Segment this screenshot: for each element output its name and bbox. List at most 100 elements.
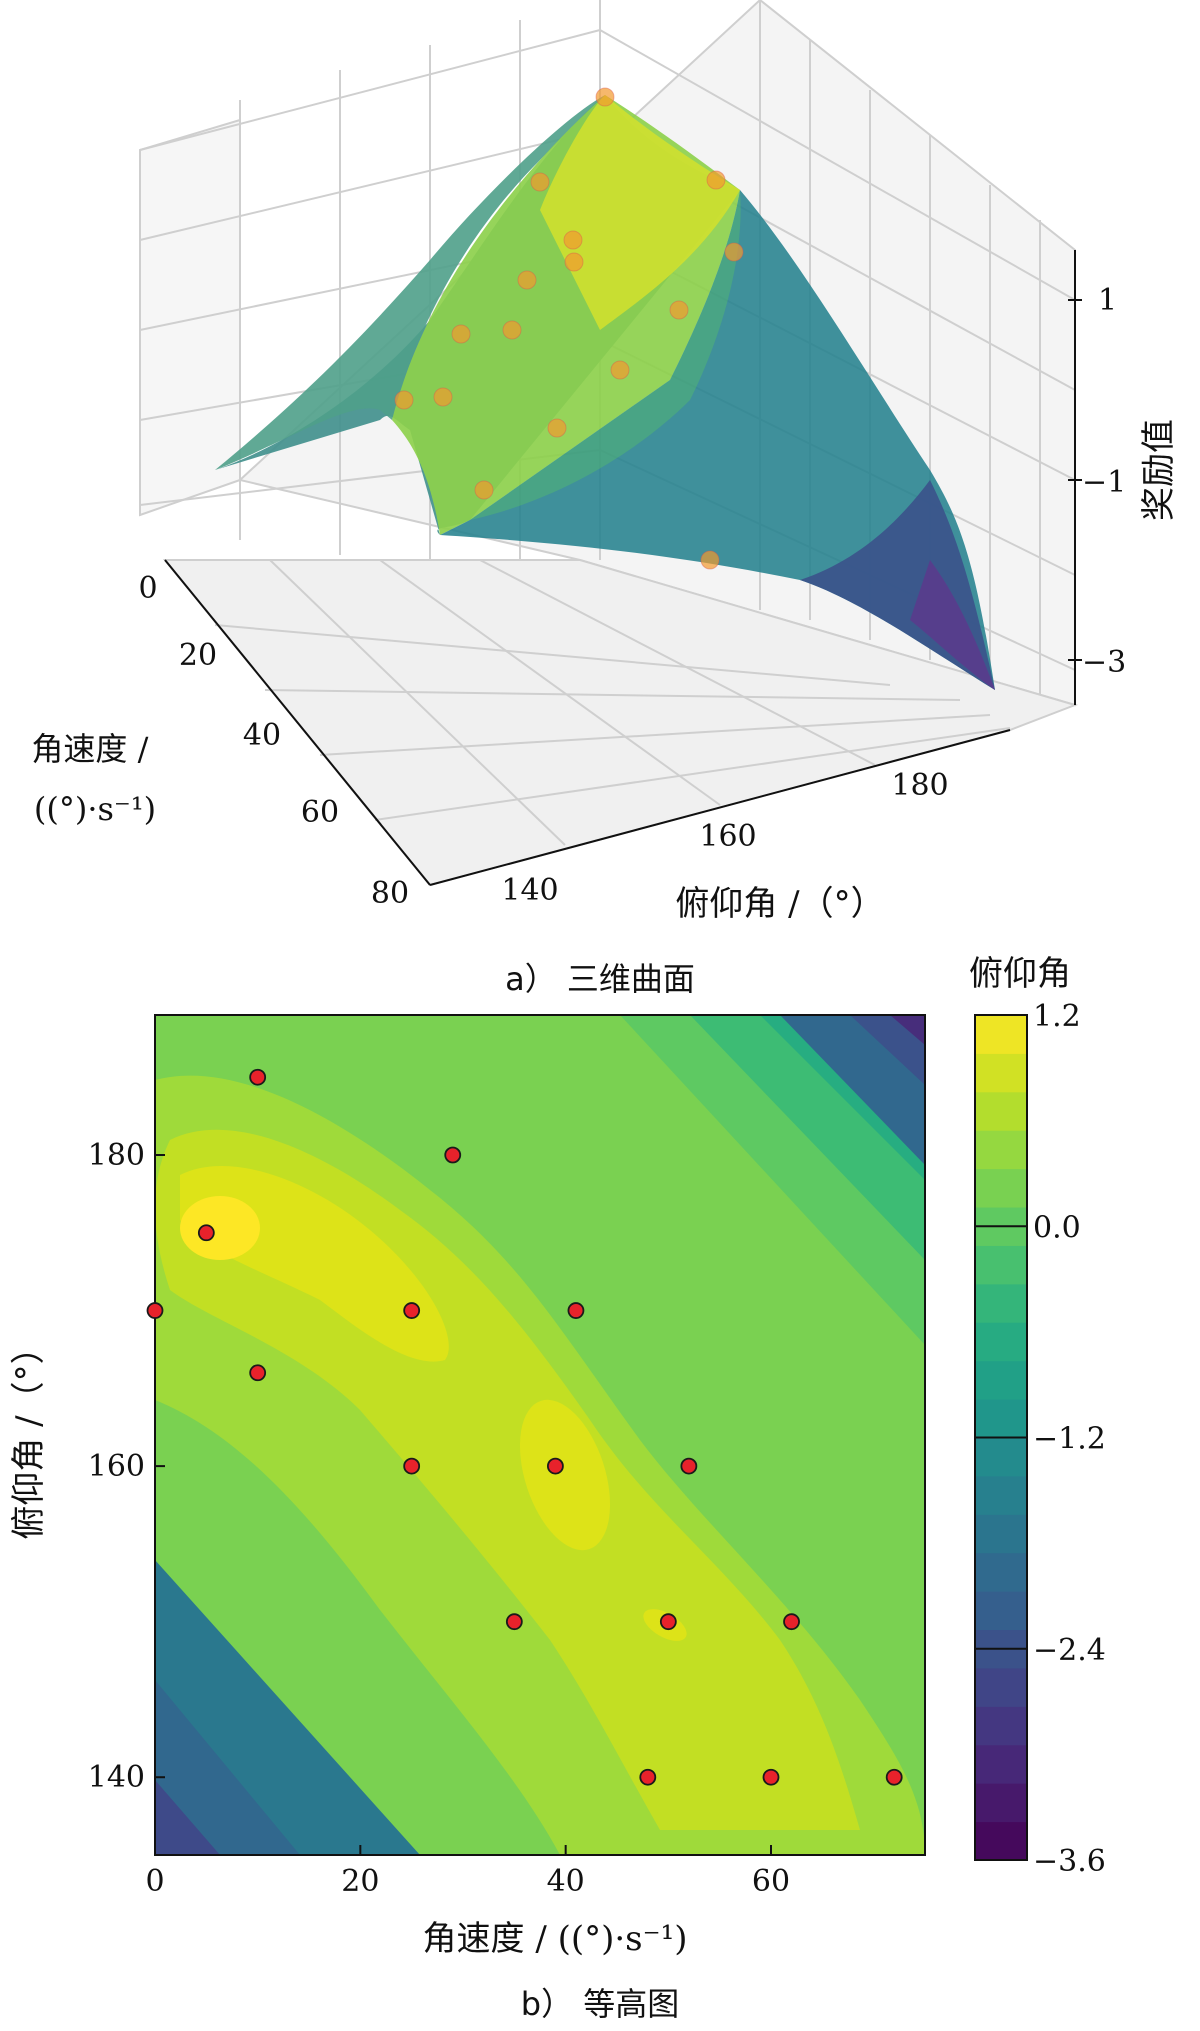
surface-corner <box>910 560 995 690</box>
colorbar-band <box>975 1514 1027 1554</box>
colorbar-ticks: 1.2 0.0 −1.2 −2.4 −3.6 <box>975 999 1106 1879</box>
grid-line <box>379 559 721 806</box>
surface-points <box>394 87 744 570</box>
y-tick-label: 160 <box>88 1449 145 1484</box>
contour-band <box>155 1680 300 1855</box>
y-tick-label: 0 <box>138 571 157 606</box>
surface-peak-face <box>540 95 740 330</box>
surface-point <box>517 270 537 290</box>
grid-line <box>269 559 566 846</box>
contour-band <box>890 1015 925 1045</box>
surface-point <box>474 480 494 500</box>
surface-point <box>669 300 689 320</box>
x-axis-label: 俯仰角 /（°） <box>675 884 884 924</box>
contour-point <box>680 1457 698 1475</box>
grid-line <box>139 129 601 241</box>
colorbar-band <box>975 1360 1027 1400</box>
colorbar: 俯仰角 1.2 0.0 −1.2 −2.4 −3.6 <box>969 954 1106 1879</box>
surface-point <box>451 324 471 344</box>
grid-line <box>264 689 961 701</box>
grid-line <box>139 29 601 151</box>
contour-point <box>762 1768 780 1786</box>
z-tick-label: −1 <box>1082 465 1126 500</box>
contour-point <box>249 1068 267 1086</box>
y-tick-label: 20 <box>179 638 217 673</box>
contour-band <box>780 1015 925 1165</box>
grid-line <box>599 29 1076 301</box>
contour-point <box>659 1613 677 1631</box>
surface-point <box>595 87 615 107</box>
colorbar-band <box>975 1322 1027 1362</box>
colorbar-band <box>975 1552 1027 1592</box>
colorbar-band <box>975 1591 1027 1631</box>
grid-line <box>214 624 891 686</box>
surface-point <box>502 320 522 340</box>
contour-point <box>249 1364 267 1382</box>
surface-3d-panel: 1 −1 −3 奖励值 0 20 40 60 80 角速度 / ((°)·s⁻¹… <box>31 0 1179 998</box>
x-axis-label-b: 角速度 / ((°)·s⁻¹) <box>423 1919 688 1959</box>
colorbar-band <box>975 1437 1027 1477</box>
x-tick-label: 20 <box>341 1864 379 1899</box>
y-tick-label: 80 <box>371 876 409 911</box>
y-tick-label: 180 <box>88 1138 145 1173</box>
y-axis-label: 角速度 / ((°)·s⁻¹) <box>31 730 158 828</box>
plot-frame <box>154 1014 926 1856</box>
contour-peak <box>180 1196 260 1260</box>
colorbar-band <box>975 1245 1027 1285</box>
surface-point <box>547 418 567 438</box>
contour-point <box>567 1302 585 1319</box>
x-tick-label: 140 <box>501 873 558 908</box>
contour-panel: 0 20 40 60 140 160 180 角速度 / ((°)·s⁻¹) 俯仰角 /（°… <box>9 954 1106 2023</box>
colorbar-tick-label: −2.4 <box>1033 1633 1106 1668</box>
colorbar-tick-label: 1.2 <box>1033 999 1081 1034</box>
contour-point <box>197 1224 215 1242</box>
grid-line <box>319 714 991 756</box>
colorbar-band <box>975 1091 1027 1131</box>
colorbar-tick-label: −1.2 <box>1033 1422 1106 1457</box>
z-axis: 1 −1 −3 奖励值 <box>1068 250 1179 705</box>
surface-mid-band <box>470 190 741 520</box>
x-axis-line <box>429 729 1011 886</box>
y-axis: 0 20 40 60 80 角速度 / ((°)·s⁻¹) <box>31 559 431 911</box>
y-axis-label-b: 俯仰角 /（°） <box>9 1330 49 1539</box>
z-tick-label: −3 <box>1082 645 1126 680</box>
caption-a: a） 三维曲面 <box>505 960 695 998</box>
back-wall-pane <box>139 118 241 517</box>
surface-point <box>394 390 414 410</box>
colorbar-band <box>975 1706 1027 1746</box>
caption-b: b） 等高图 <box>521 1985 680 2023</box>
colorbar-band <box>975 1744 1027 1784</box>
colorbar-band <box>975 1667 1027 1707</box>
colorbar-band <box>975 1015 1027 1054</box>
surface-point <box>564 252 584 272</box>
x-tick-label: 180 <box>891 768 948 803</box>
colorbar-band <box>975 1783 1027 1823</box>
colorbar-title: 俯仰角 <box>969 954 1071 994</box>
contour-point <box>783 1613 800 1631</box>
contour-point <box>547 1457 564 1475</box>
surface-point <box>724 242 744 262</box>
contour-fill <box>155 1015 925 1855</box>
x-tick-label: 160 <box>699 819 756 854</box>
colorbar-bands <box>975 1015 1027 1861</box>
surface-point <box>700 550 720 570</box>
colorbar-band <box>975 1053 1027 1093</box>
contour-point <box>146 1302 164 1319</box>
colorbar-band <box>975 1475 1027 1515</box>
surface-left-face-top <box>215 95 605 470</box>
contour-points <box>146 1068 903 1786</box>
colorbar-band <box>975 1283 1027 1323</box>
contour-point <box>505 1613 523 1631</box>
contour-peak <box>519 1399 611 1551</box>
y-axis-line <box>164 559 431 886</box>
contour-point <box>403 1302 421 1319</box>
colorbar-band <box>975 1399 1027 1438</box>
surface-point <box>706 170 726 190</box>
y-tick-label: 40 <box>243 718 281 753</box>
y-tick-label: 140 <box>88 1760 145 1795</box>
x-tick-label: 60 <box>752 1864 790 1899</box>
x-axis: 140 160 180 俯仰角 /（°） <box>429 729 1011 924</box>
surface-point <box>530 172 550 192</box>
x-tick-label: 0 <box>145 1864 164 1899</box>
contour-band <box>850 1015 925 1085</box>
